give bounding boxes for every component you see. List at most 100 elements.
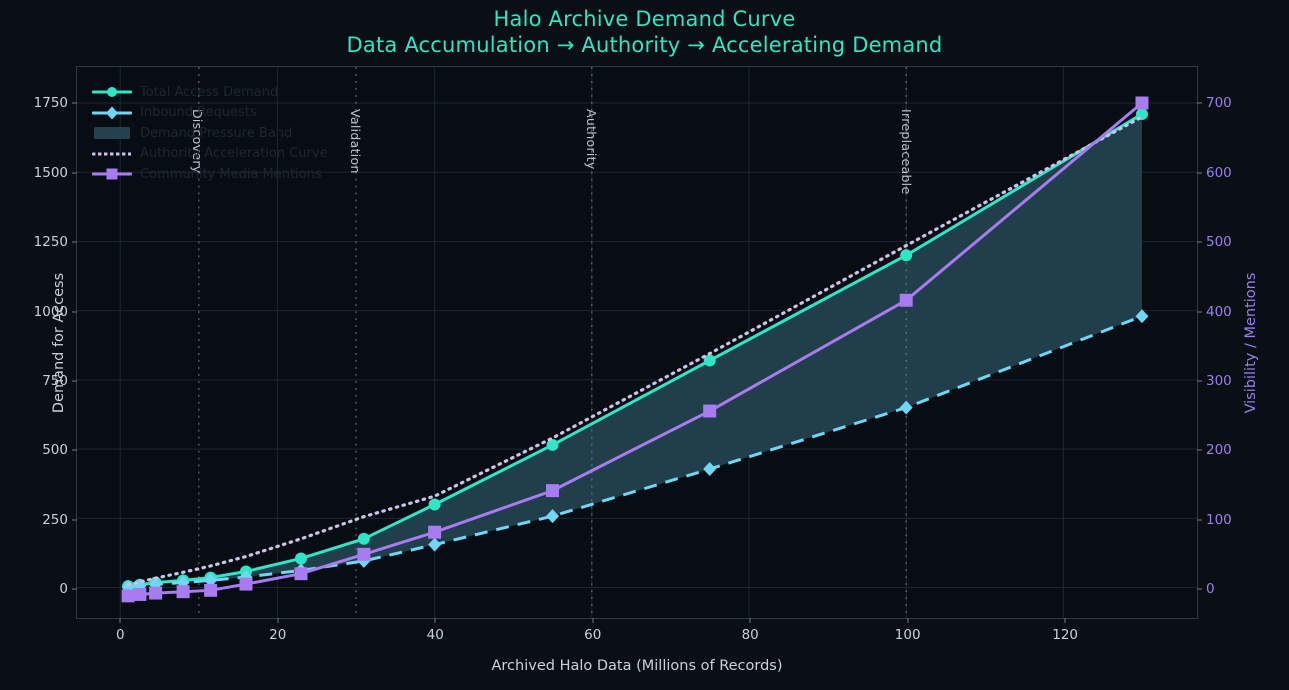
y-tick-label-right: 300	[1206, 373, 1232, 389]
x-tick-label: 100	[894, 627, 921, 643]
y-tick-mark-left	[72, 449, 77, 451]
y-tick-mark-right	[1197, 519, 1202, 521]
series-marker	[546, 484, 559, 498]
series-marker	[204, 573, 218, 588]
legend-marker-square-icon	[106, 168, 118, 180]
series-marker	[133, 587, 147, 601]
chart-title: Halo Archive Demand Curve Data Accumulat…	[0, 6, 1289, 58]
y-tick-mark-left	[72, 102, 77, 104]
y-tick-mark-right	[1197, 380, 1202, 382]
demand-pressure-band	[128, 114, 1142, 587]
series-marker	[204, 583, 218, 597]
x-tick-mark	[907, 618, 909, 623]
x-tick-label: 20	[269, 627, 287, 643]
x-axis-label: Archived Halo Data (Millions of Records)	[491, 658, 783, 674]
plot-canvas	[77, 67, 1197, 618]
y-tick-label-right: 500	[1206, 234, 1232, 251]
legend-item[interactable]: Authority Acceleration Curve	[92, 144, 328, 165]
x-tick-mark	[119, 618, 121, 623]
series-marker	[357, 532, 370, 545]
series-marker	[294, 567, 308, 581]
legend-line-sample	[92, 152, 132, 156]
y-tick-mark-right	[1197, 102, 1202, 104]
x-tick-mark	[277, 618, 279, 623]
legend-item[interactable]: Total Access Demand	[92, 82, 328, 103]
phase-annotation-label: Authority	[583, 109, 599, 170]
series-marker	[703, 404, 717, 418]
y-tick-label-right: 0	[1206, 581, 1215, 598]
x-tick-label: 60	[584, 627, 602, 643]
series-line	[126, 115, 1144, 587]
legend-item-label: Community Media Mentions	[140, 166, 322, 182]
legend-marker-circle-icon	[107, 87, 117, 98]
legend-patch-swatch	[94, 127, 130, 140]
series-marker	[1135, 96, 1149, 110]
y-tick-label-right: 700	[1206, 95, 1232, 112]
series-marker	[899, 293, 913, 307]
series-marker	[357, 547, 371, 561]
series-marker	[1135, 309, 1149, 324]
y-tick-label-left: 750	[42, 373, 68, 389]
y-tick-mark-left	[72, 380, 77, 382]
series-marker	[176, 585, 190, 599]
series-marker	[239, 577, 253, 591]
x-tick-mark	[1064, 618, 1066, 623]
x-tick-label: 0	[116, 627, 125, 643]
y-tick-label-left: 1750	[33, 95, 68, 112]
y-tick-label-left: 1250	[33, 234, 68, 251]
y-tick-mark-left	[72, 311, 77, 313]
y-tick-label-left: 1500	[33, 164, 68, 181]
legend-key-circle-icon	[92, 85, 132, 99]
y-tick-label-right: 100	[1206, 511, 1232, 528]
y-tick-label-right: 400	[1206, 303, 1232, 320]
legend-item[interactable]: Inbound Requests	[92, 103, 328, 124]
series-marker	[703, 354, 716, 367]
y-axis-right-label: Visibility / Mentions	[1243, 272, 1259, 413]
series-marker	[428, 537, 442, 552]
legend-key-square-icon	[92, 167, 132, 181]
y-tick-label-left: 500	[42, 442, 68, 459]
series-marker	[546, 509, 559, 524]
y-tick-label-left: 1000	[33, 303, 68, 320]
legend-marker-diamond-icon	[106, 106, 118, 120]
plot-area: Demand for Access Visibility / Mentions …	[34, 66, 1259, 643]
series-marker	[121, 589, 135, 603]
x-tick-mark	[434, 618, 436, 623]
y-tick-mark-left	[72, 172, 77, 174]
y-tick-label-left: 250	[42, 511, 68, 528]
y-tick-mark-left	[72, 588, 77, 590]
legend-key-patch	[92, 126, 132, 140]
x-tick-mark	[592, 618, 594, 623]
chart-title-main: Halo Archive Demand Curve	[493, 7, 796, 31]
chart-title-subtitle: Data Accumulation → Authority → Accelera…	[346, 33, 943, 57]
legend-key-none-icon	[92, 147, 132, 161]
y-tick-mark-right	[1197, 588, 1202, 590]
legend-item[interactable]: Community Media Mentions	[92, 164, 328, 185]
legend-item-label: Total Access Demand	[140, 84, 279, 100]
series-marker	[546, 438, 559, 451]
y-tick-label-left: 0	[59, 581, 68, 598]
legend-item-label: Inbound Requests	[140, 105, 257, 121]
series-marker	[295, 552, 307, 565]
series-marker	[428, 498, 441, 511]
legend-key-diamond-icon	[92, 106, 132, 120]
series-marker	[428, 525, 442, 539]
y-tick-label-right: 600	[1206, 164, 1232, 181]
legend-item[interactable]: Demand Pressure Band	[92, 123, 328, 144]
x-tick-label: 80	[741, 627, 759, 643]
series-marker	[900, 249, 913, 262]
y-tick-mark-left	[72, 241, 77, 243]
y-tick-mark-left	[72, 519, 77, 521]
x-tick-label: 120	[1052, 627, 1079, 643]
y-tick-mark-right	[1197, 311, 1202, 313]
phase-annotation-label: Irreplaceable	[898, 109, 914, 195]
chart-legend[interactable]: Total Access Demand Inbound Requests Deman…	[86, 76, 336, 191]
y-axis-left-label: Demand for Access	[51, 272, 67, 413]
y-tick-mark-right	[1197, 449, 1202, 451]
legend-item-label: Authority Acceleration Curve	[140, 146, 328, 162]
x-tick-label: 40	[426, 627, 444, 643]
series-marker	[149, 586, 163, 600]
y-tick-mark-right	[1197, 241, 1202, 243]
x-tick-mark	[749, 618, 751, 623]
